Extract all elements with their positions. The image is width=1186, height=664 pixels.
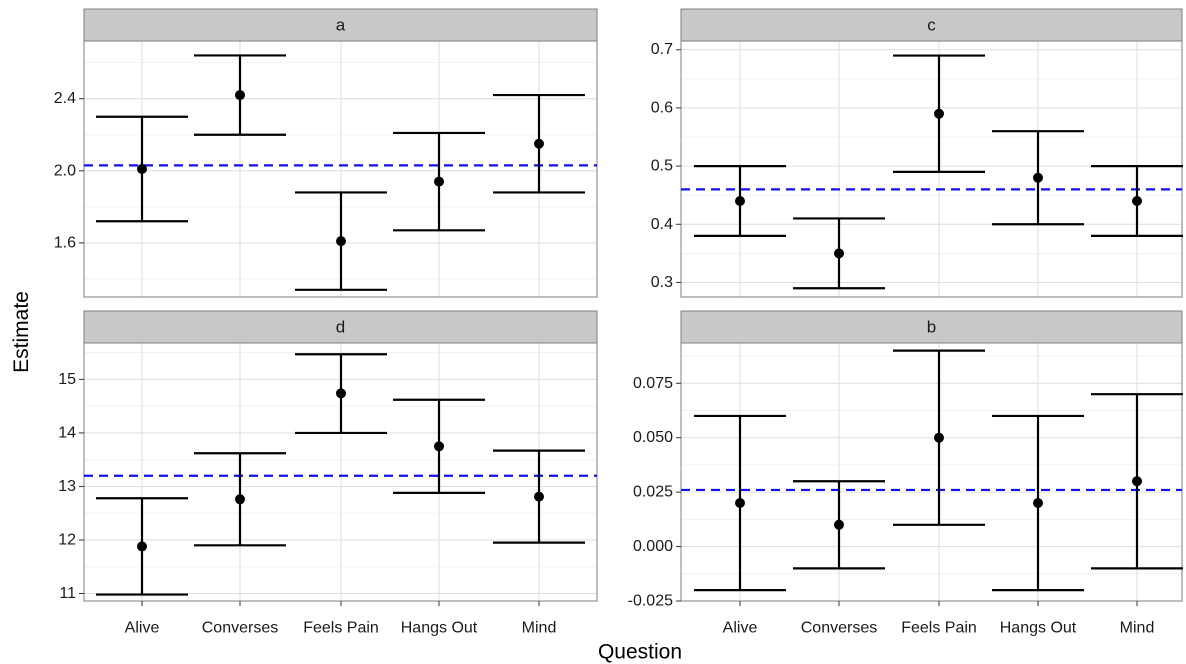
estimate-point — [336, 236, 346, 247]
x-tick-label: Mind — [1120, 620, 1155, 637]
y-tick-label: 0.3 — [651, 274, 673, 291]
panel-c-background — [680, 40, 1183, 298]
y-tick-label: 15 — [58, 371, 76, 388]
panel-b-background — [680, 342, 1183, 602]
panel-b-strip — [680, 310, 1183, 344]
panel-b-strip-label: b — [927, 318, 936, 337]
x-tick-label: Feels Pain — [303, 620, 379, 637]
estimate-point — [336, 388, 346, 399]
x-tick-label: Alive — [125, 620, 160, 637]
estimate-point — [1132, 196, 1142, 206]
x-tick-label: Hangs Out — [1000, 620, 1077, 637]
estimate-point — [735, 196, 745, 206]
y-tick-label: 0.6 — [651, 99, 673, 116]
y-tick-label: 1.6 — [54, 234, 76, 251]
x-tick-label: Hangs Out — [401, 620, 478, 637]
estimate-point — [834, 248, 844, 259]
y-axis-title: Estimate — [10, 291, 33, 373]
x-tick-label: Mind — [522, 620, 557, 637]
y-tick-label: 0.050 — [633, 429, 673, 446]
y-tick-label: 0.000 — [633, 538, 673, 555]
estimate-point — [137, 541, 147, 552]
y-tick-label: 13 — [58, 478, 76, 495]
y-tick-label: 0.025 — [633, 484, 673, 501]
y-tick-label: 0.4 — [651, 216, 673, 233]
y-tick-label: 2.4 — [54, 90, 76, 107]
panel-d-strip — [83, 310, 598, 344]
estimate-point — [434, 441, 444, 452]
y-tick-label: 14 — [58, 424, 76, 441]
estimate-point — [534, 491, 544, 502]
x-tick-label: Feels Pain — [901, 620, 977, 637]
x-tick-label: Converses — [801, 620, 877, 637]
panel-c-strip — [680, 8, 1183, 42]
y-tick-label: -0.025 — [628, 593, 673, 610]
estimate-point — [735, 498, 745, 509]
x-axis-title: Question — [598, 641, 682, 664]
x-tick-label: Converses — [202, 620, 278, 637]
estimate-point — [1033, 498, 1043, 509]
estimate-point — [834, 519, 844, 530]
estimate-point — [1132, 476, 1142, 487]
estimate-point — [235, 90, 245, 101]
y-tick-label: 0.5 — [651, 158, 673, 175]
estimate-point — [534, 138, 544, 149]
y-tick-label: 12 — [58, 531, 76, 548]
panel-c-strip-label: c — [927, 16, 936, 35]
y-tick-label: 11 — [59, 585, 76, 602]
y-tick-label: 0.7 — [651, 41, 673, 58]
panel-d-strip-label: d — [336, 318, 345, 337]
estimate-point — [934, 108, 944, 119]
estimate-point — [1033, 172, 1043, 183]
panel-a-strip — [83, 8, 598, 42]
estimate-point — [137, 164, 147, 174]
estimate-point — [934, 432, 944, 443]
estimate-point — [235, 494, 245, 505]
estimate-point — [434, 176, 444, 187]
x-tick-label: Alive — [723, 620, 758, 637]
y-tick-label: 0.075 — [633, 375, 673, 392]
y-tick-label: 2.0 — [54, 162, 76, 179]
panel-a-strip-label: a — [336, 16, 346, 35]
